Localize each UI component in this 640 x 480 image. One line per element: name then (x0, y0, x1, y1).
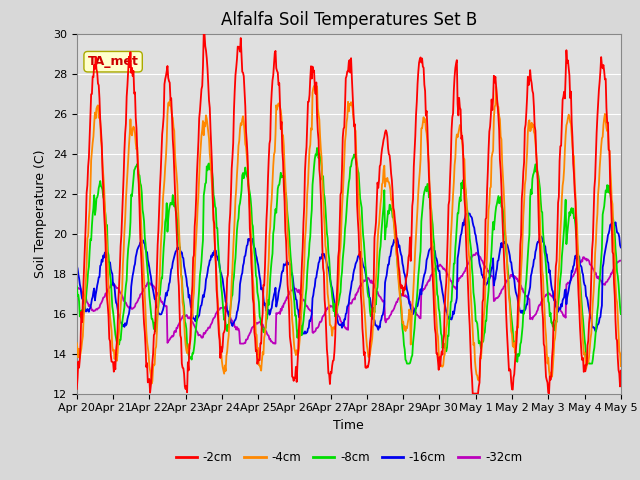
Title: Alfalfa Soil Temperatures Set B: Alfalfa Soil Temperatures Set B (221, 11, 477, 29)
Text: TA_met: TA_met (88, 55, 138, 68)
Legend: -2cm, -4cm, -8cm, -16cm, -32cm: -2cm, -4cm, -8cm, -16cm, -32cm (171, 446, 527, 469)
X-axis label: Time: Time (333, 419, 364, 432)
Y-axis label: Soil Temperature (C): Soil Temperature (C) (35, 149, 47, 278)
